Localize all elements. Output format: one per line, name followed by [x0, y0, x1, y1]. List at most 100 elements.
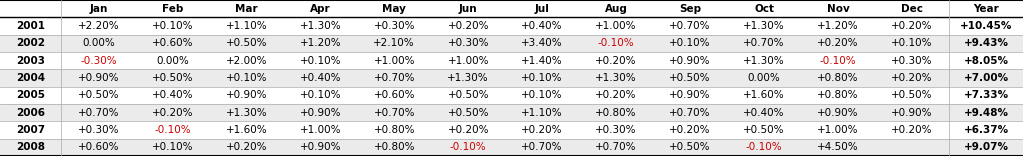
Text: +1.00%: +1.00%: [595, 21, 637, 31]
Text: +0.90%: +0.90%: [300, 108, 341, 118]
Text: -0.30%: -0.30%: [80, 56, 117, 66]
Text: +0.70%: +0.70%: [522, 142, 563, 152]
Text: 2004: 2004: [16, 73, 45, 83]
Text: 0.00%: 0.00%: [82, 38, 115, 48]
Text: +0.70%: +0.70%: [669, 108, 711, 118]
Text: +0.50%: +0.50%: [447, 108, 489, 118]
Text: +0.80%: +0.80%: [373, 125, 415, 135]
Text: +2.20%: +2.20%: [78, 21, 119, 31]
Text: +1.20%: +1.20%: [817, 21, 859, 31]
FancyBboxPatch shape: [0, 52, 1023, 69]
Text: +0.10%: +0.10%: [891, 38, 933, 48]
Text: +0.10%: +0.10%: [522, 73, 563, 83]
Text: +0.10%: +0.10%: [669, 38, 711, 48]
Text: +1.30%: +1.30%: [744, 56, 785, 66]
Text: 2003: 2003: [16, 56, 45, 66]
Text: +2.00%: +2.00%: [225, 56, 267, 66]
Text: Nov: Nov: [827, 4, 849, 14]
Text: +0.20%: +0.20%: [225, 142, 267, 152]
Text: +9.07%: +9.07%: [964, 142, 1009, 152]
Text: +0.90%: +0.90%: [817, 108, 859, 118]
Text: -0.10%: -0.10%: [450, 142, 487, 152]
Text: +1.30%: +1.30%: [225, 108, 267, 118]
FancyBboxPatch shape: [0, 121, 1023, 139]
Text: Dec: Dec: [901, 4, 923, 14]
Text: +1.60%: +1.60%: [225, 125, 267, 135]
FancyBboxPatch shape: [0, 139, 1023, 156]
Text: +0.20%: +0.20%: [151, 108, 193, 118]
Text: 2001: 2001: [16, 21, 45, 31]
Text: +1.10%: +1.10%: [522, 108, 563, 118]
Text: Apr: Apr: [310, 4, 330, 14]
Text: 2005: 2005: [16, 90, 45, 100]
Text: +9.48%: +9.48%: [964, 108, 1009, 118]
Text: +0.90%: +0.90%: [669, 90, 711, 100]
Text: +0.70%: +0.70%: [669, 21, 711, 31]
Text: +1.30%: +1.30%: [447, 73, 489, 83]
Text: -0.10%: -0.10%: [154, 125, 190, 135]
Text: +0.70%: +0.70%: [373, 108, 415, 118]
Text: +1.00%: +1.00%: [817, 125, 859, 135]
Text: +0.60%: +0.60%: [78, 142, 119, 152]
Text: 2006: 2006: [16, 108, 45, 118]
Text: Oct: Oct: [754, 4, 774, 14]
Text: Aug: Aug: [605, 4, 627, 14]
Text: +0.30%: +0.30%: [447, 38, 489, 48]
Text: +1.30%: +1.30%: [300, 21, 341, 31]
Text: +0.20%: +0.20%: [595, 90, 637, 100]
Text: +0.80%: +0.80%: [817, 90, 859, 100]
Text: +0.60%: +0.60%: [151, 38, 193, 48]
Text: +0.40%: +0.40%: [744, 108, 785, 118]
Text: +1.00%: +1.00%: [373, 56, 415, 66]
Text: +0.50%: +0.50%: [669, 142, 711, 152]
Text: Jun: Jun: [459, 4, 478, 14]
Text: +1.00%: +1.00%: [300, 125, 341, 135]
Text: -0.10%: -0.10%: [746, 142, 783, 152]
Text: +0.10%: +0.10%: [151, 21, 193, 31]
FancyBboxPatch shape: [0, 17, 1023, 35]
Text: +1.00%: +1.00%: [447, 56, 489, 66]
Text: +0.50%: +0.50%: [447, 90, 489, 100]
Text: +0.10%: +0.10%: [300, 56, 341, 66]
Text: +0.50%: +0.50%: [669, 73, 711, 83]
Text: +0.30%: +0.30%: [891, 56, 933, 66]
Text: +0.20%: +0.20%: [891, 73, 933, 83]
Text: +0.70%: +0.70%: [595, 142, 637, 152]
Text: +9.43%: +9.43%: [964, 38, 1009, 48]
Text: Year: Year: [973, 4, 998, 14]
Text: +0.50%: +0.50%: [744, 125, 785, 135]
FancyBboxPatch shape: [0, 87, 1023, 104]
Text: +0.20%: +0.20%: [595, 56, 637, 66]
Text: +0.80%: +0.80%: [595, 108, 637, 118]
Text: +0.30%: +0.30%: [595, 125, 637, 135]
Text: +0.90%: +0.90%: [669, 56, 711, 66]
Text: Jan: Jan: [89, 4, 107, 14]
Text: +0.90%: +0.90%: [300, 142, 341, 152]
Text: +0.30%: +0.30%: [373, 21, 415, 31]
Text: +0.90%: +0.90%: [891, 108, 933, 118]
Text: +0.90%: +0.90%: [78, 73, 119, 83]
Text: +0.20%: +0.20%: [522, 125, 563, 135]
Text: +0.20%: +0.20%: [669, 125, 711, 135]
Text: +0.50%: +0.50%: [78, 90, 119, 100]
Text: +0.20%: +0.20%: [447, 21, 489, 31]
Text: +0.40%: +0.40%: [300, 73, 341, 83]
Text: +1.10%: +1.10%: [225, 21, 267, 31]
Text: +1.30%: +1.30%: [595, 73, 637, 83]
Text: +0.70%: +0.70%: [373, 73, 415, 83]
Text: +7.33%: +7.33%: [964, 90, 1009, 100]
Text: May: May: [383, 4, 406, 14]
Text: +0.20%: +0.20%: [891, 21, 933, 31]
FancyBboxPatch shape: [0, 0, 1023, 17]
Text: +0.80%: +0.80%: [373, 142, 415, 152]
Text: 2002: 2002: [16, 38, 45, 48]
FancyBboxPatch shape: [0, 104, 1023, 121]
Text: +0.10%: +0.10%: [522, 90, 563, 100]
Text: -0.10%: -0.10%: [597, 38, 634, 48]
Text: +0.20%: +0.20%: [817, 38, 859, 48]
Text: +0.90%: +0.90%: [225, 90, 267, 100]
Text: -0.10%: -0.10%: [819, 56, 856, 66]
Text: +2.10%: +2.10%: [373, 38, 415, 48]
Text: +1.40%: +1.40%: [522, 56, 563, 66]
Text: +0.50%: +0.50%: [225, 38, 267, 48]
